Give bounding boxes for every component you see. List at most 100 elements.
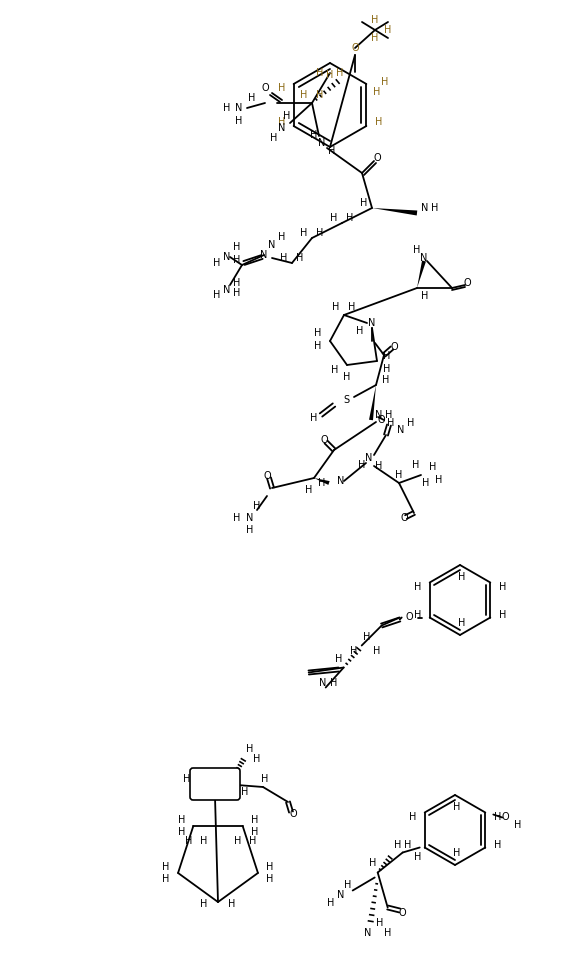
- Text: N: N: [368, 318, 375, 328]
- Text: H: H: [183, 774, 191, 784]
- Text: H: H: [241, 787, 249, 797]
- Text: H: H: [201, 899, 208, 909]
- Text: H: H: [384, 927, 391, 938]
- Text: H: H: [383, 351, 391, 361]
- Text: H: H: [318, 478, 325, 488]
- Text: H: H: [248, 93, 256, 103]
- Text: H: H: [381, 77, 388, 87]
- Text: H: H: [375, 461, 383, 471]
- Text: H: H: [369, 858, 377, 868]
- Text: H: H: [310, 130, 318, 140]
- Text: N: N: [337, 890, 344, 901]
- Text: N: N: [421, 203, 429, 213]
- Text: N: N: [278, 123, 286, 133]
- Text: N: N: [420, 253, 428, 263]
- Text: H: H: [387, 418, 395, 428]
- Text: H: H: [499, 609, 506, 620]
- Text: H: H: [343, 372, 350, 382]
- Text: O: O: [400, 513, 408, 523]
- Text: H: H: [228, 899, 236, 909]
- Text: H: H: [162, 874, 170, 884]
- Text: H: H: [185, 836, 192, 846]
- Text: H: H: [247, 525, 254, 535]
- Text: H: H: [233, 278, 241, 288]
- Text: H: H: [458, 618, 466, 628]
- Text: H: H: [513, 820, 521, 830]
- Text: N: N: [375, 410, 383, 420]
- Text: H: H: [316, 90, 324, 100]
- Text: H: H: [234, 836, 241, 846]
- Text: H: H: [435, 475, 442, 485]
- Polygon shape: [314, 478, 329, 485]
- Text: O: O: [263, 471, 271, 481]
- Text: H: H: [412, 460, 420, 470]
- Text: H: H: [385, 25, 392, 35]
- Text: H: H: [331, 213, 338, 223]
- Text: H: H: [247, 744, 254, 754]
- Text: H: H: [385, 410, 392, 420]
- Text: H: H: [233, 288, 241, 298]
- Text: O: O: [377, 415, 385, 425]
- Text: H: H: [233, 242, 241, 252]
- Text: H: H: [499, 583, 506, 592]
- Text: N: N: [247, 513, 254, 523]
- Text: H: H: [314, 341, 321, 351]
- Text: H: H: [373, 645, 381, 656]
- Text: N: N: [337, 476, 345, 486]
- Text: H: H: [423, 478, 429, 488]
- Text: H: H: [278, 232, 286, 242]
- Text: H: H: [414, 852, 421, 863]
- Text: S: S: [343, 395, 349, 405]
- Text: H: H: [382, 375, 390, 385]
- Text: H: H: [409, 812, 416, 823]
- Text: H: H: [261, 774, 269, 784]
- Text: H: H: [332, 302, 340, 312]
- Text: N: N: [223, 285, 231, 295]
- Text: N: N: [223, 252, 231, 262]
- Text: H: H: [358, 460, 366, 470]
- Text: H: H: [310, 413, 318, 423]
- Text: H: H: [330, 677, 337, 687]
- Text: N: N: [235, 103, 243, 113]
- Polygon shape: [372, 208, 417, 216]
- Text: H: H: [214, 258, 221, 268]
- Text: H: H: [296, 253, 304, 263]
- Text: H: H: [233, 255, 241, 265]
- Text: O: O: [261, 83, 269, 93]
- Text: H: H: [394, 839, 402, 849]
- Text: H: H: [395, 470, 403, 480]
- Text: H: H: [371, 15, 379, 25]
- Text: H: H: [453, 802, 461, 812]
- Text: H: H: [348, 302, 356, 312]
- Text: H: H: [283, 111, 291, 121]
- Text: H: H: [327, 898, 335, 908]
- Text: O: O: [289, 809, 297, 819]
- Text: N: N: [364, 927, 371, 938]
- Text: H: H: [494, 839, 501, 849]
- Text: H: H: [253, 501, 261, 511]
- Text: H: H: [453, 848, 461, 858]
- Text: H: H: [314, 328, 321, 338]
- Text: H: H: [306, 485, 313, 495]
- Text: H: H: [328, 146, 336, 156]
- Text: H: H: [214, 290, 221, 300]
- Text: H: H: [178, 815, 185, 825]
- Text: O: O: [390, 342, 398, 352]
- Text: H: H: [404, 839, 411, 849]
- Text: O: O: [502, 812, 509, 823]
- Text: H: H: [162, 862, 170, 872]
- Text: H: H: [253, 754, 261, 764]
- Text: H: H: [414, 609, 421, 620]
- Text: N: N: [319, 677, 327, 687]
- Text: N: N: [397, 425, 404, 435]
- Text: H: H: [335, 655, 343, 665]
- Text: H: H: [376, 917, 383, 927]
- Text: H: H: [178, 827, 185, 837]
- Text: N: N: [318, 138, 325, 148]
- Text: H: H: [429, 462, 437, 472]
- Text: H: H: [278, 117, 285, 127]
- Text: H: H: [431, 203, 438, 213]
- FancyBboxPatch shape: [190, 768, 240, 800]
- Text: H: H: [336, 68, 344, 78]
- Polygon shape: [417, 261, 426, 288]
